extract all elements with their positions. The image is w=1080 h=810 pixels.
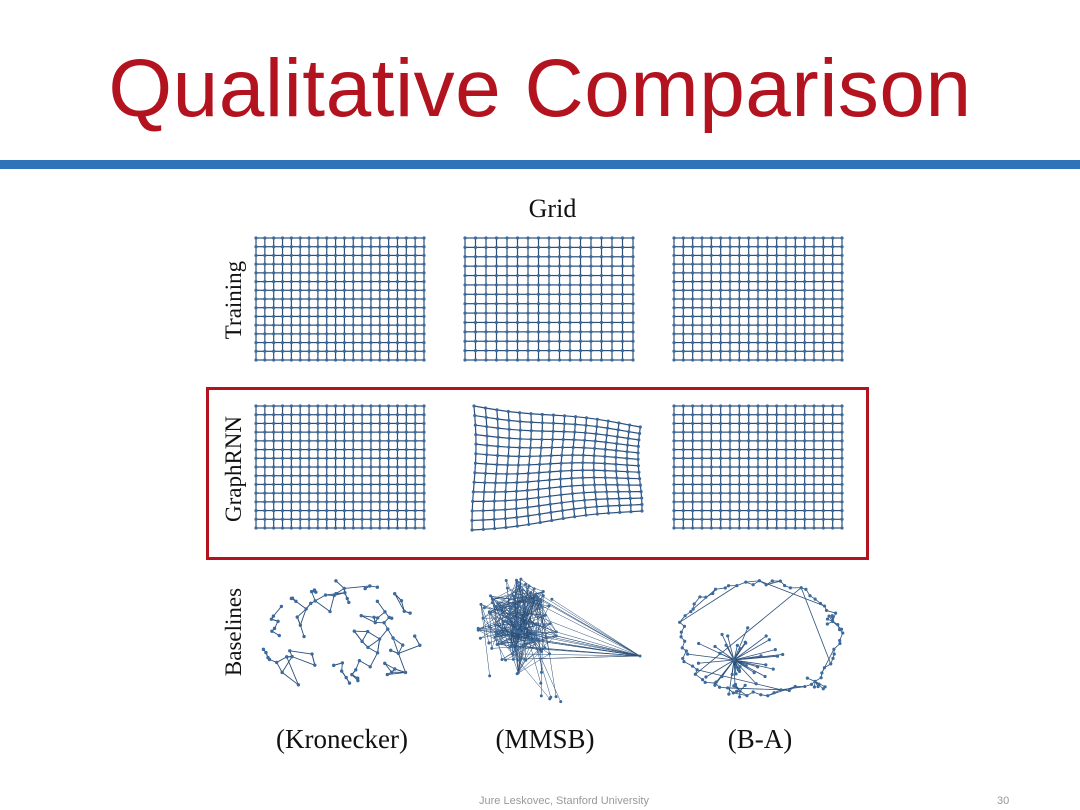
graphrnn-highlight-box <box>206 387 869 560</box>
column-label-kronecker: (Kronecker) <box>276 724 408 754</box>
training-grid-graph-3 <box>672 236 844 362</box>
slide-title: Qualitative Comparison <box>108 43 972 134</box>
page-number: 30 <box>997 795 1010 807</box>
ba-baseline-graph <box>678 579 845 699</box>
kronecker-baseline-graph <box>261 579 422 687</box>
column-label-ba: (B-A) <box>727 724 793 754</box>
graphrnn-grid-graph-1 <box>254 404 426 530</box>
graphrnn-grid-graph-3 <box>672 404 844 530</box>
mmsb-baseline-graph <box>476 577 642 704</box>
panel-title: Grid <box>528 194 577 223</box>
graphrnn-grid-graph-2 <box>470 404 644 532</box>
row-label-baselines: Baselines <box>221 587 246 677</box>
slide-footer: Jure Leskovec, Stanford University <box>479 795 649 807</box>
training-grid-graph-1 <box>254 236 426 362</box>
title-divider <box>0 160 1080 169</box>
column-label-mmsb: (MMSB) <box>495 724 595 754</box>
training-grid-graph-2 <box>463 236 635 362</box>
